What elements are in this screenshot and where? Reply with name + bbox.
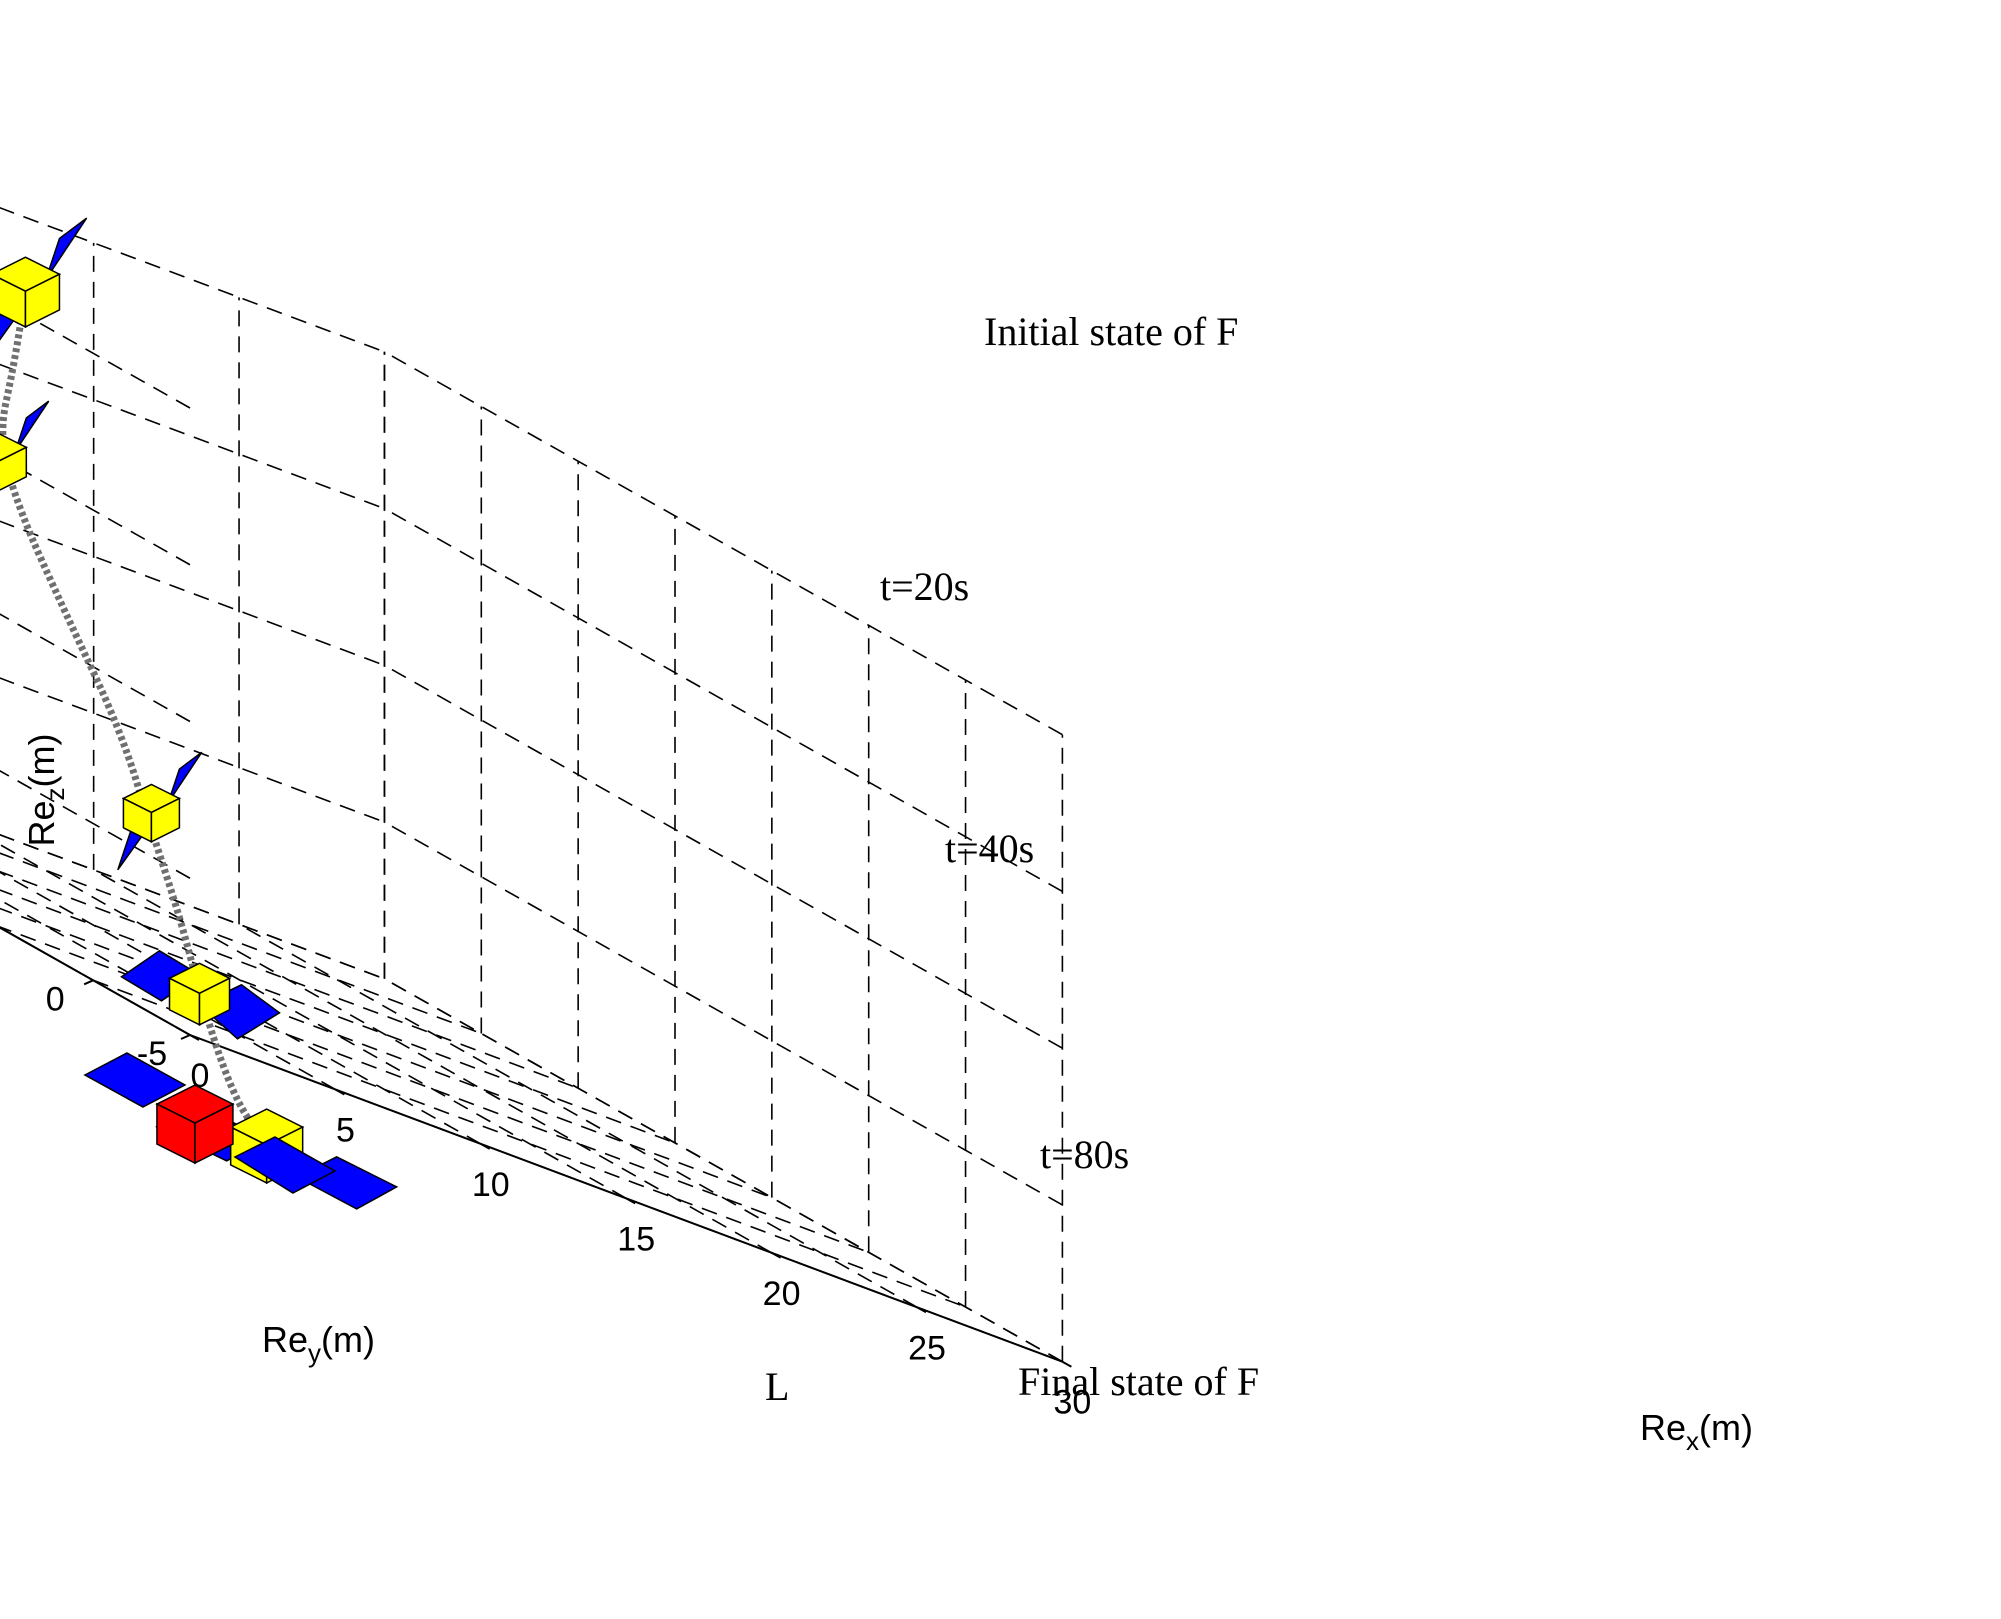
spacecraft-body xyxy=(0,256,62,329)
x-tick-mark xyxy=(625,1197,636,1205)
x-tick-mark xyxy=(1061,1360,1072,1368)
spacecraft-L xyxy=(83,1052,337,1194)
trajectory-layer xyxy=(0,292,270,1149)
annotation-leader: L xyxy=(765,1364,789,1409)
x-tick-mark xyxy=(189,1034,200,1041)
cube-side-face xyxy=(198,977,231,1027)
x-tick-mark xyxy=(480,1143,491,1150)
grid-leftwall-z xyxy=(0,299,191,409)
solar-panel-right xyxy=(233,1136,337,1194)
x-tick-label: 10 xyxy=(472,1166,510,1204)
solar-panel-upper xyxy=(167,751,203,804)
grid-floor-x xyxy=(0,843,627,1200)
grid-layer xyxy=(0,206,1064,1363)
spacecraft-body xyxy=(155,1084,235,1165)
spacecraft-F-3 xyxy=(120,949,281,1040)
annotation-final-state: Final state of F xyxy=(1018,1359,1259,1404)
x-tick-mark xyxy=(916,1306,927,1314)
cube-side-face xyxy=(194,1102,234,1165)
solar-panel-left xyxy=(83,1052,187,1108)
annotation-t20: t=20s xyxy=(880,564,969,609)
y-tick-mark xyxy=(180,1034,191,1040)
y-axis-line xyxy=(0,926,191,1036)
annotation-initial-state: Initial state of F xyxy=(984,309,1238,354)
grid-leftwall-z xyxy=(0,456,191,566)
solar-panel-upper xyxy=(14,400,50,452)
y-tick-label: 0 xyxy=(46,980,65,1018)
y-tick-mark xyxy=(83,979,94,986)
grid-backwall-z xyxy=(0,520,385,667)
x-tick-label: 15 xyxy=(617,1220,655,1258)
spacecraft-layer xyxy=(0,217,399,1210)
x-tick-label: 20 xyxy=(763,1275,801,1313)
axes-layer xyxy=(0,926,1063,1363)
x-axis-label: Rex(m) xyxy=(1640,1407,1753,1456)
cube-side-face xyxy=(0,446,28,491)
z-axis-label: Rez(m) xyxy=(21,734,70,847)
solar-panel-upper xyxy=(45,217,88,280)
grid-backwall-z xyxy=(0,363,385,510)
cube-side-face xyxy=(24,273,61,329)
spacecraft-F-0 xyxy=(0,217,88,341)
spacecraft-body xyxy=(0,433,28,491)
spacecraft-F-2 xyxy=(117,751,203,871)
spacecraft-F-1 xyxy=(0,400,50,491)
x-tick-mark xyxy=(334,1088,345,1096)
cube-side-face xyxy=(150,797,181,844)
y-axis-label: Rey(m) xyxy=(262,1319,375,1368)
x-tick-label: 30 xyxy=(1053,1384,1091,1422)
x-tick-label: 5 xyxy=(336,1111,355,1149)
trajectory-line xyxy=(0,292,270,1149)
x-tick-mark xyxy=(771,1251,782,1259)
grid-sidewall-z xyxy=(384,351,1063,736)
grid-leftwall-z xyxy=(0,613,191,723)
spacecraft-body xyxy=(167,962,232,1027)
spacecraft-body xyxy=(121,783,182,844)
annotation-t40: t=40s xyxy=(945,826,1034,871)
annotation-t80: t=80s xyxy=(1040,1132,1129,1177)
x-tick-label: 25 xyxy=(908,1329,946,1367)
